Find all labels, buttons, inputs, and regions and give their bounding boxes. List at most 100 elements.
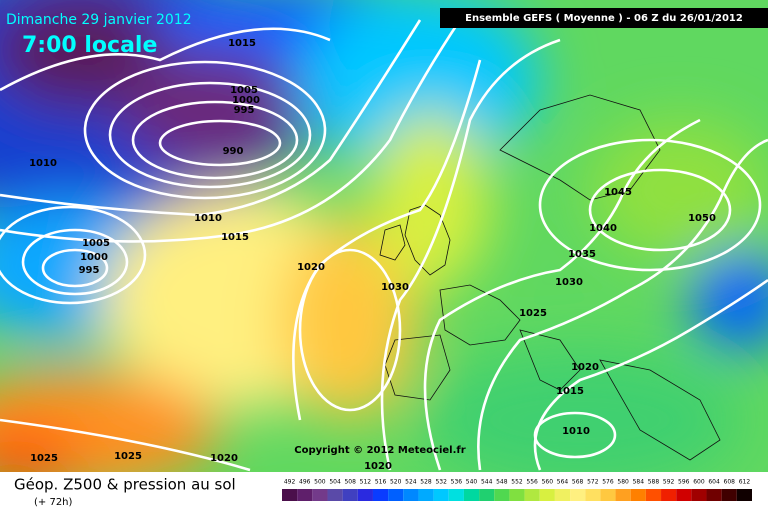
isobar-label: 1000 (232, 95, 260, 106)
isobar-label: 1015 (221, 232, 249, 243)
legend-label: 608 (724, 479, 736, 486)
legend-swatch (494, 489, 510, 501)
legend-label: 520 (390, 479, 402, 486)
isobar-label: 995 (234, 105, 255, 116)
legend-label: 548 (496, 479, 508, 486)
legend-label: 584 (633, 479, 645, 486)
isobars (0, 19, 768, 472)
legend-label: 580 (617, 479, 629, 486)
legend-label: 532 (435, 479, 447, 486)
isobar-label: 1025 (30, 453, 58, 464)
legend-swatch (433, 489, 449, 501)
legend-label: 612 (739, 479, 751, 486)
legend-swatch (388, 489, 404, 501)
legend-label: 552 (511, 479, 523, 486)
legend-swatch (615, 489, 631, 501)
footer-title: Géop. Z500 & pression au sol (14, 476, 236, 494)
legend-swatch (600, 489, 616, 501)
legend-swatch (645, 489, 662, 501)
isobar-label: 1025 (114, 451, 142, 462)
legend-label: 528 (420, 479, 432, 486)
isobar-label: 1040 (589, 223, 617, 234)
legend-label: 512 (360, 479, 372, 486)
isobar-label: 1030 (381, 282, 409, 293)
legend-label: 596 (678, 479, 690, 486)
isobar-label: 1005 (82, 238, 110, 249)
legend-label: 604 (708, 479, 720, 486)
legend-swatch (372, 489, 389, 501)
isobar-label: 1015 (556, 386, 584, 397)
isobar-label: 1020 (364, 461, 392, 472)
legend-swatch (357, 489, 373, 501)
legend-swatch (448, 489, 464, 501)
copyright: Copyright © 2012 Meteociel.fr (294, 445, 465, 456)
legend-label: 568 (572, 479, 584, 486)
legend-label: 564 (557, 479, 569, 486)
model-info: Ensemble GEFS ( Moyenne ) - 06 Z du 26/0… (465, 13, 743, 24)
legend-swatch (524, 489, 540, 501)
legend-label: 516 (375, 479, 387, 486)
legend-swatch (282, 489, 298, 501)
legend-swatch (554, 489, 571, 501)
isobar-label: 1010 (562, 426, 590, 437)
field (0, 0, 768, 490)
legend-swatch (327, 489, 343, 501)
legend-label: 524 (405, 479, 417, 486)
isobar-label: 1020 (210, 453, 238, 464)
isobar-label: 1005 (230, 85, 258, 96)
legend-label: 536 (451, 479, 463, 486)
legend-swatch (585, 489, 601, 501)
legend-label: 556 (526, 479, 538, 486)
legend-label: 572 (587, 479, 599, 486)
legend-label: 592 (663, 479, 675, 486)
legend-swatch (570, 489, 586, 501)
legend-swatch (630, 489, 646, 501)
isobar-label: 990 (223, 146, 244, 157)
isobar-label: 1020 (571, 362, 599, 373)
legend-swatch (736, 489, 752, 501)
isobar-label: 995 (79, 265, 100, 276)
legend-swatch (342, 489, 358, 501)
legend-label: 496 (299, 479, 311, 486)
legend-swatch (463, 489, 480, 501)
legend-swatch (661, 489, 677, 501)
legend-swatch (676, 489, 692, 501)
isobar-label: 1020 (297, 262, 325, 273)
legend-label: 544 (481, 479, 493, 486)
isobar-label: 1035 (568, 249, 596, 260)
time: 7:00 locale (22, 33, 157, 58)
isobar-labels: 1015100510009959901010101010151005100099… (29, 38, 716, 472)
isobar-label: 1050 (688, 213, 716, 224)
isobar-label: 1010 (29, 158, 57, 169)
footer-lead: (+ 72h) (34, 497, 73, 508)
legend-swatch (691, 489, 707, 501)
isobar-label: 1025 (519, 308, 547, 319)
legend-label: 500 (314, 479, 326, 486)
date: Dimanche 29 janvier 2012 (6, 12, 192, 28)
legend-swatch (539, 489, 555, 501)
legend-swatch (721, 489, 737, 501)
model-box (440, 8, 768, 28)
legend-swatch (312, 489, 328, 501)
isobar-label: 1045 (604, 187, 632, 198)
legend-label: 576 (602, 479, 614, 486)
isobar-label: 1030 (555, 277, 583, 288)
legend-label: 492 (284, 479, 296, 486)
isobar-label: 1000 (80, 252, 108, 263)
legend: 492 496 500 504 508 512 516 520 524 528 532 536 540 5… (282, 479, 752, 501)
legend-label: 600 (693, 479, 705, 486)
legend-swatch (403, 489, 419, 501)
legend-swatch (706, 489, 722, 501)
isobar-label: 1010 (194, 213, 222, 224)
legend-label: 508 (344, 479, 356, 486)
legend-swatch (418, 489, 434, 501)
legend-label: 560 (542, 479, 554, 486)
isobar-label: 1015 (228, 38, 256, 49)
legend-swatch (479, 489, 495, 501)
legend-label: 504 (329, 479, 341, 486)
legend-label: 588 (648, 479, 660, 486)
legend-swatch (509, 489, 525, 501)
legend-swatch (297, 489, 313, 501)
